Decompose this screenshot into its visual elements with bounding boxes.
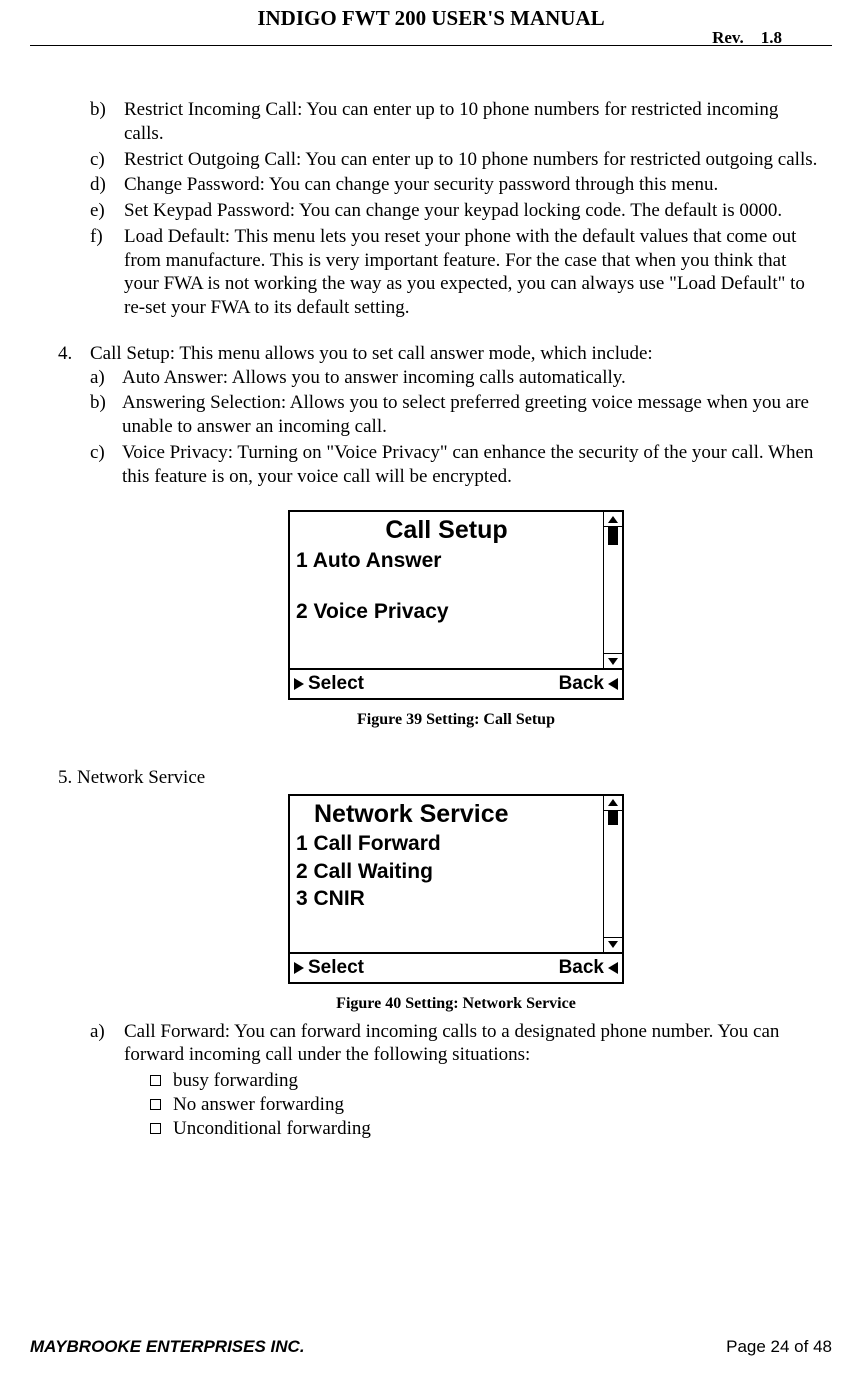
phone2-title: Network Service [296, 798, 597, 831]
list-item-4a: a) Auto Answer: Allows you to answer inc… [90, 366, 822, 390]
bullet-list: busy forwarding No answer forwarding Unc… [124, 1069, 822, 1140]
marker-c: c) [90, 148, 124, 172]
checkbox-bullet-icon [150, 1075, 161, 1086]
list-item-c: c) Restrict Outgoing Call: You can enter… [90, 148, 822, 172]
triangle-left-icon [608, 962, 618, 974]
scroll-down-icon[interactable] [604, 937, 622, 952]
bullet-text-2: No answer forwarding [173, 1093, 344, 1117]
phone1-item-1: 1 Auto Answer [296, 547, 597, 574]
spacer [296, 574, 597, 598]
body-content: b) Restrict Incoming Call: You can enter… [30, 46, 832, 1140]
figure-caption-39: Figure 39 Setting: Call Setup [90, 710, 822, 730]
scroll-track-space [606, 825, 620, 937]
text-b: Restrict Incoming Call: You can enter up… [124, 98, 822, 146]
phone-main-area: Network Service 1 Call Forward 2 Call Wa… [290, 796, 603, 952]
marker-4: 4. [58, 342, 90, 491]
scrollbar[interactable] [603, 512, 622, 668]
text-4c: Voice Privacy: Turning on "Voice Privacy… [122, 441, 822, 489]
text-4a: Auto Answer: Allows you to answer incomi… [122, 366, 822, 390]
phone-display: Call Setup 1 Auto Answer 2 Voice Privacy [290, 512, 622, 668]
phone-screen-network-service: Network Service 1 Call Forward 2 Call Wa… [288, 794, 624, 984]
footer-page: Page 24 of 48 [726, 1337, 832, 1357]
list-item-a-forward: a) Call Forward: You can forward incomin… [90, 1020, 822, 1141]
marker-b: b) [90, 98, 124, 146]
triangle-right-icon [294, 962, 304, 974]
phone2-item-3: 3 CNIR [296, 885, 597, 912]
softkey-select-label: Select [308, 672, 364, 696]
scroll-thumb[interactable] [608, 811, 618, 825]
marker-d: d) [90, 173, 124, 197]
page: INDIGO FWT 200 USER'S MANUAL Rev. 1.8 b)… [0, 0, 862, 1381]
footer-company: MAYBROOKE ENTERPRISES INC. [30, 1337, 305, 1357]
list-item-f: f) Load Default: This menu lets you rese… [90, 225, 822, 320]
bullet-item: No answer forwarding [150, 1093, 822, 1117]
bullet-text-3: Unconditional forwarding [173, 1117, 371, 1141]
phone1-title: Call Setup [296, 514, 597, 547]
marker-4a: a) [90, 366, 122, 390]
scroll-track [606, 811, 620, 937]
phone-screen-call-setup: Call Setup 1 Auto Answer 2 Voice Privacy [288, 510, 624, 700]
scroll-track [606, 527, 620, 653]
triangle-right-icon [294, 678, 304, 690]
text-a: Call Forward: You can forward incoming c… [124, 1020, 822, 1068]
scroll-thumb[interactable] [608, 527, 618, 545]
list-item-4: 4. Call Setup: This menu allows you to s… [58, 342, 822, 491]
rev-value: 1.8 [761, 28, 782, 47]
marker-4c: c) [90, 441, 122, 489]
phone2-item-2: 2 Call Waiting [296, 858, 597, 885]
bullet-item: Unconditional forwarding [150, 1117, 822, 1141]
softkey-select[interactable]: Select [294, 956, 364, 980]
phone-display: Network Service 1 Call Forward 2 Call Wa… [290, 796, 622, 952]
text-e: Set Keypad Password: You can change your… [124, 199, 822, 223]
phone-main-area: Call Setup 1 Auto Answer 2 Voice Privacy [290, 512, 603, 668]
section-5-label: 5. Network Service [58, 766, 822, 790]
revision: Rev. 1.8 [712, 28, 782, 48]
list-item-4b: b) Answering Selection: Allows you to se… [90, 391, 822, 439]
softkey-row: Select Back [290, 668, 622, 698]
text-4: Call Setup: This menu allows you to set … [90, 342, 822, 366]
softkey-select[interactable]: Select [294, 672, 364, 696]
list-item-d: d) Change Password: You can change your … [90, 173, 822, 197]
phone-figure-2: Network Service 1 Call Forward 2 Call Wa… [90, 794, 822, 984]
checkbox-bullet-icon [150, 1099, 161, 1110]
list-item-4c: c) Voice Privacy: Turning on "Voice Priv… [90, 441, 822, 489]
phone2-item-1: 1 Call Forward [296, 830, 597, 857]
scroll-track-space [606, 545, 620, 653]
softkey-back-label: Back [559, 672, 604, 696]
list-item-e: e) Set Keypad Password: You can change y… [90, 199, 822, 223]
checkbox-bullet-icon [150, 1123, 161, 1134]
marker-4b: b) [90, 391, 122, 439]
triangle-left-icon [608, 678, 618, 690]
text-f: Load Default: This menu lets you reset y… [124, 225, 822, 320]
rev-label: Rev. [712, 28, 744, 47]
list-item-b: b) Restrict Incoming Call: You can enter… [90, 98, 822, 146]
marker-f: f) [90, 225, 124, 320]
marker-a: a) [90, 1020, 124, 1141]
phone-figure-1: Call Setup 1 Auto Answer 2 Voice Privacy [90, 510, 822, 700]
footer: MAYBROOKE ENTERPRISES INC. Page 24 of 48 [30, 1337, 832, 1357]
softkey-back[interactable]: Back [559, 956, 618, 980]
softkey-select-label: Select [308, 956, 364, 980]
content-a: Call Forward: You can forward incoming c… [124, 1020, 822, 1141]
scroll-up-icon[interactable] [604, 512, 622, 527]
content-4: Call Setup: This menu allows you to set … [90, 342, 822, 491]
softkey-row: Select Back [290, 952, 622, 982]
softkey-back-label: Back [559, 956, 604, 980]
scroll-down-icon[interactable] [604, 653, 622, 668]
bullet-item: busy forwarding [150, 1069, 822, 1093]
text-d: Change Password: You can change your sec… [124, 173, 822, 197]
figure-caption-40: Figure 40 Setting: Network Service [90, 994, 822, 1014]
text-4b: Answering Selection: Allows you to selec… [122, 391, 822, 439]
softkey-back[interactable]: Back [559, 672, 618, 696]
marker-e: e) [90, 199, 124, 223]
text-c: Restrict Outgoing Call: You can enter up… [124, 148, 822, 172]
bullet-text-1: busy forwarding [173, 1069, 298, 1093]
phone1-item-2: 2 Voice Privacy [296, 598, 597, 625]
scroll-up-icon[interactable] [604, 796, 622, 811]
scrollbar[interactable] [603, 796, 622, 952]
